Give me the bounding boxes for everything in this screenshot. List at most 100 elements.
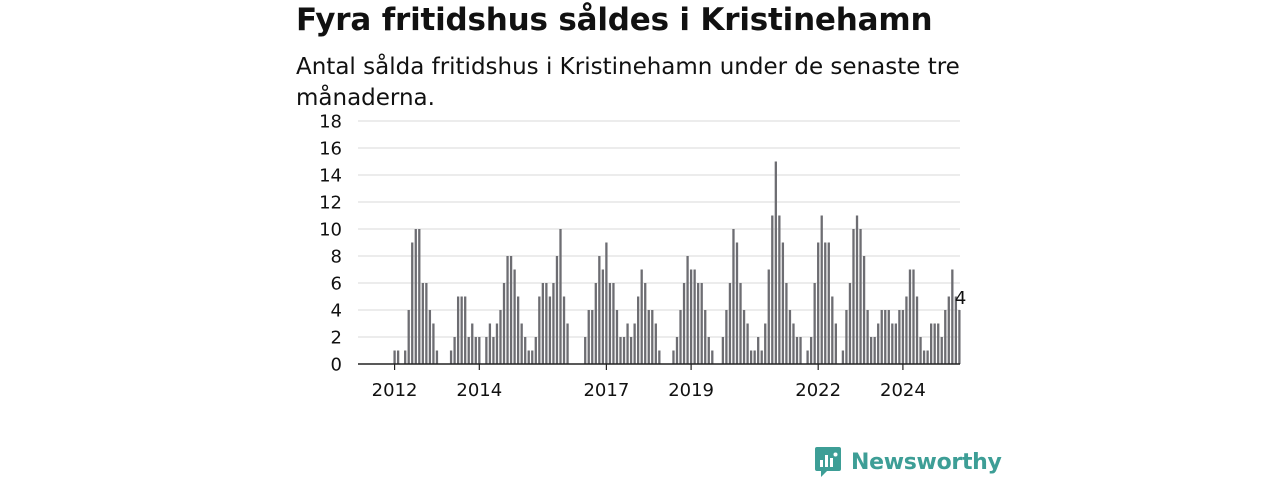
bar: [499, 310, 502, 364]
bar: [700, 283, 703, 364]
bar: [922, 350, 926, 364]
bar: [827, 242, 830, 364]
bar: [675, 337, 679, 364]
x-tick-label: 2012: [372, 380, 418, 401]
bar: [587, 310, 590, 364]
x-tick-label: 2022: [795, 380, 841, 401]
bar: [753, 350, 756, 364]
bar: [513, 269, 516, 364]
bar: [951, 269, 954, 364]
bar: [672, 350, 675, 364]
gridlines: [358, 120, 960, 338]
chart-subtitle: Antal sålda fritidshus i Kristinehamn un…: [296, 54, 960, 111]
bar: [421, 283, 424, 364]
y-tick-label: 8: [331, 247, 342, 268]
bar: [612, 283, 615, 364]
bar: [629, 337, 633, 364]
bar: [930, 323, 933, 364]
bar: [601, 269, 605, 364]
bar: [926, 350, 929, 364]
bar: [474, 337, 477, 364]
bar: [566, 323, 569, 364]
bar: [880, 310, 883, 364]
bar: [862, 256, 866, 364]
bar: [534, 337, 537, 364]
bar: [520, 323, 523, 364]
bar: [799, 337, 802, 364]
bar: [697, 283, 700, 364]
x-tick-label: 2019: [668, 380, 714, 401]
bar: [764, 323, 767, 364]
bar: [647, 310, 650, 364]
bar: [693, 269, 696, 364]
x-tick-label: 2017: [583, 380, 629, 401]
y-tick-label: 6: [331, 274, 342, 295]
bar: [778, 215, 781, 364]
bar: [732, 229, 735, 364]
bar: [742, 310, 746, 364]
bar: [767, 269, 770, 364]
bar: [637, 296, 640, 364]
bar: [806, 350, 809, 364]
bar: [425, 283, 428, 364]
bar: [541, 283, 544, 364]
bar: [891, 323, 894, 364]
bar: [912, 269, 915, 364]
bar: [626, 323, 629, 364]
bar: [848, 283, 852, 364]
bar: [746, 323, 749, 364]
bar: [562, 296, 566, 364]
bar: [594, 283, 597, 364]
bar: [919, 337, 922, 364]
bar: [707, 337, 710, 364]
bar: [792, 323, 795, 364]
bar: [478, 337, 481, 364]
bar: [915, 296, 919, 364]
bar: [485, 337, 488, 364]
bar: [584, 337, 587, 364]
chart-title: Fyra fritidshus såldes i Kristinehamn: [296, 2, 933, 38]
bar: [527, 350, 530, 364]
bar: [393, 350, 396, 364]
bar: [809, 337, 813, 364]
bar: [654, 323, 657, 364]
bar: [824, 242, 827, 364]
bar: [516, 296, 520, 364]
bar: [460, 296, 463, 364]
y-tick-label: 10: [319, 220, 342, 241]
bar: [435, 350, 439, 364]
bar: [894, 323, 897, 364]
bar: [509, 256, 513, 364]
bar: [933, 323, 936, 364]
bar: [958, 310, 961, 364]
bar: [866, 310, 869, 364]
bar: [658, 350, 661, 364]
bar: [682, 283, 686, 364]
bar: [633, 323, 636, 364]
bar: [898, 310, 901, 364]
bar: [548, 296, 552, 364]
bar: [456, 296, 460, 364]
bar: [524, 337, 527, 364]
bar: [725, 310, 728, 364]
bar: [788, 310, 792, 364]
bar: [905, 296, 908, 364]
bar: [418, 229, 421, 364]
bar: [411, 242, 414, 364]
bar: [467, 337, 470, 364]
bar: [859, 229, 862, 364]
bar: [464, 296, 467, 364]
bar: [901, 310, 905, 364]
bar: [908, 269, 912, 364]
bar: [841, 350, 845, 364]
bar: [735, 242, 739, 364]
bar: [559, 229, 562, 364]
bar: [538, 296, 541, 364]
bar: [944, 310, 947, 364]
bar: [615, 310, 619, 364]
bar: [531, 350, 534, 364]
bar: [771, 215, 774, 364]
bar: [781, 242, 785, 364]
newsworthy-brand[interactable]: Newsworthy: [814, 446, 1002, 478]
